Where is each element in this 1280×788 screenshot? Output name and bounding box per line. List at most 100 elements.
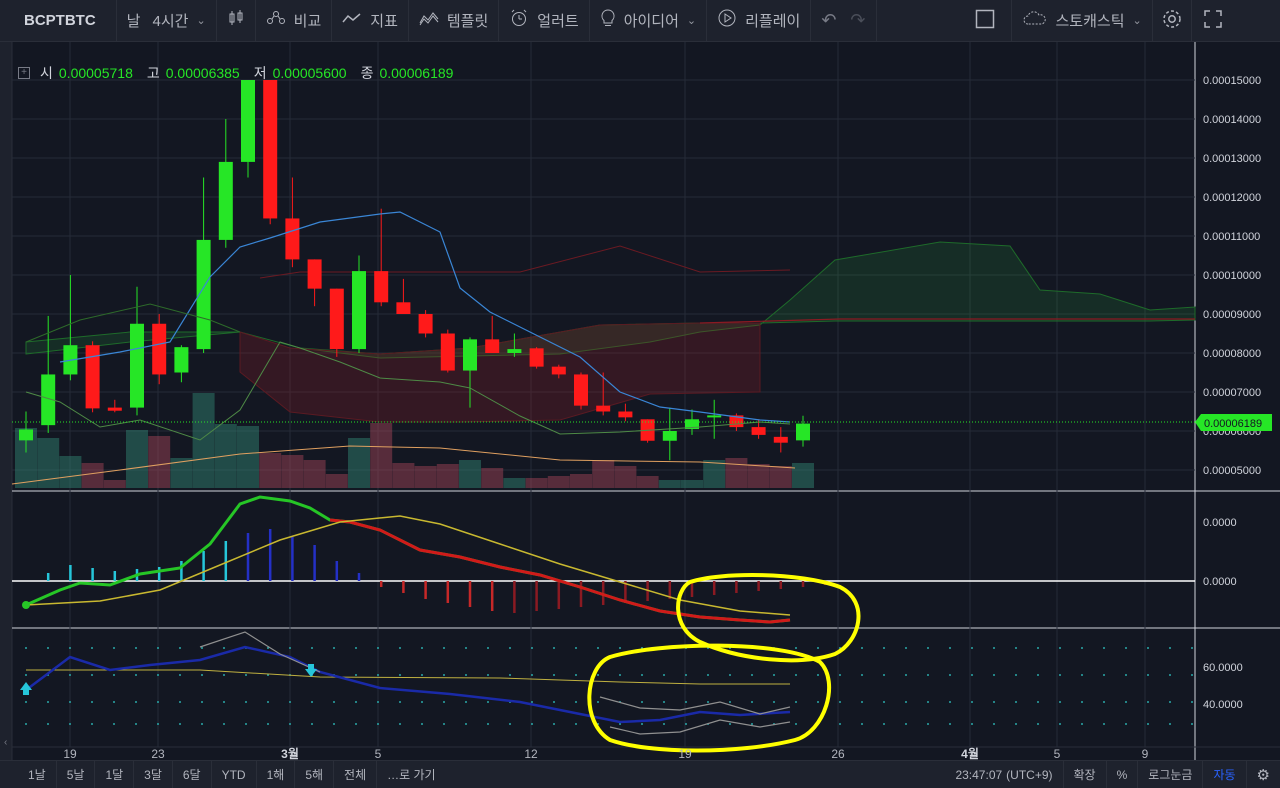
- volume-bar: [81, 463, 104, 488]
- volume-bar: [436, 464, 459, 488]
- collapse-arrow-icon[interactable]: ‹: [4, 737, 7, 748]
- stoch-dot: [355, 701, 357, 703]
- volume-bar: [459, 460, 481, 488]
- stoch-dot: [619, 674, 621, 676]
- stoch-dot: [1037, 674, 1039, 676]
- chart-style-button[interactable]: [217, 0, 256, 42]
- cloud-save-button[interactable]: 스토캐스틱 ⌄: [1012, 0, 1153, 42]
- stoch-dot: [443, 647, 445, 649]
- compare-button[interactable]: 비교: [256, 0, 333, 42]
- candle-body: [551, 366, 566, 375]
- stoch-dot: [355, 723, 357, 725]
- range-1d[interactable]: 1날: [0, 760, 57, 788]
- stoch-dot: [223, 674, 225, 676]
- price-axis-label: 0.00010000: [1203, 270, 1261, 282]
- stoch-dot: [1103, 674, 1105, 676]
- stoch-dot: [993, 701, 995, 703]
- stoch-dot: [223, 723, 225, 725]
- stoch-dot: [971, 723, 973, 725]
- stoch-dot: [971, 647, 973, 649]
- stoch-dot: [1125, 723, 1127, 725]
- indicators-button[interactable]: 지표: [332, 0, 409, 42]
- stoch-dot: [1191, 723, 1193, 725]
- interval-button[interactable]: 날 4시간 ⌄: [117, 0, 217, 42]
- open-value: 0.00005718: [58, 65, 133, 81]
- time-axis-label: 26: [831, 747, 845, 760]
- stoch-dot: [157, 647, 159, 649]
- settings-button[interactable]: [1153, 0, 1192, 42]
- range-5y[interactable]: 5해: [295, 760, 335, 788]
- undo-redo-group: ↶ ↷: [811, 0, 877, 42]
- stoch-dot: [47, 723, 49, 725]
- expand-button[interactable]: [1192, 0, 1234, 42]
- candle-body: [596, 405, 611, 412]
- range-6m[interactable]: 6달: [173, 760, 212, 788]
- bollinger-upper: [59, 211, 791, 423]
- plus-icon[interactable]: +: [18, 67, 30, 79]
- candle-body: [574, 374, 588, 406]
- stoch-dot: [113, 723, 115, 725]
- replay-label: 리플레이: [745, 13, 801, 30]
- stoch-dot: [91, 701, 93, 703]
- settings-button[interactable]: ⚙: [1247, 761, 1280, 788]
- range-5d[interactable]: 5날: [57, 760, 96, 788]
- volume-bar: [325, 474, 348, 488]
- stoch-dot: [245, 723, 247, 725]
- stoch-dot: [839, 674, 841, 676]
- stoch-dot: [25, 723, 27, 725]
- stoch-dot: [861, 723, 863, 725]
- chart-area[interactable]: 0.00015000 0.00014000 0.00013000 0.00012000…: [0, 42, 1280, 760]
- candle-body: [618, 411, 633, 418]
- stoch-dot: [1059, 723, 1061, 725]
- alerts-button[interactable]: 얼러트: [499, 0, 590, 42]
- undo-icon[interactable]: ↶: [821, 10, 837, 30]
- stoch-dot: [949, 647, 951, 649]
- goto-button[interactable]: …로 가기: [387, 768, 436, 782]
- candle-body: [152, 323, 167, 375]
- redo-icon[interactable]: ↷: [850, 10, 866, 30]
- stoch-dot: [487, 647, 489, 649]
- ideas-button[interactable]: 아이디어 ⌄: [590, 0, 708, 42]
- stoch-dot: [531, 723, 533, 725]
- volume-bar: [636, 476, 659, 488]
- time-axis[interactable]: 19 23 3월 5 12 19 26 4월 5 9: [63, 746, 1148, 760]
- stoch-dot: [751, 701, 753, 703]
- stoch-dot: [707, 674, 709, 676]
- stoch-dot: [861, 701, 863, 703]
- chart-svg[interactable]: 0.00015000 0.00014000 0.00013000 0.00012000…: [0, 42, 1280, 760]
- range-all[interactable]: 전체: [334, 760, 378, 788]
- stoch-dot: [333, 701, 335, 703]
- stoch-dot: [553, 674, 555, 676]
- grid-lines: [12, 42, 1195, 747]
- stoch-dot: [861, 674, 863, 676]
- chevron-down-icon: ⌄: [196, 15, 206, 27]
- templates-button[interactable]: 템플릿: [409, 0, 500, 42]
- macd-cross-dot: [22, 601, 30, 609]
- fullscreen-layout-button[interactable]: [877, 0, 1012, 42]
- replay-button[interactable]: 리플레이: [707, 0, 812, 42]
- stoch-dot: [773, 701, 775, 703]
- stoch-dot: [1015, 701, 1017, 703]
- time-axis-label: 19: [63, 747, 77, 760]
- symbol-button[interactable]: BCPTBTC: [0, 0, 117, 42]
- lightbulb-icon: [600, 8, 616, 33]
- candle-body: [418, 314, 433, 334]
- extend-button[interactable]: 확장: [1064, 760, 1107, 788]
- stoch-dot: [333, 723, 335, 725]
- ideas-label: 아이디어: [623, 13, 679, 30]
- price-axis[interactable]: 0.00015000 0.00014000 0.00013000 0.00012000…: [1203, 75, 1261, 477]
- range-3m[interactable]: 3달: [134, 760, 173, 788]
- price-axis-label: 0.00008000: [1203, 348, 1261, 360]
- stoch-dot: [289, 701, 291, 703]
- percent-button[interactable]: %: [1107, 760, 1139, 788]
- log-scale-button[interactable]: 로그눈금: [1138, 760, 1204, 788]
- price-axis-label: 0.00009000: [1203, 309, 1261, 321]
- stoch-dot: [795, 647, 797, 649]
- range-1m[interactable]: 1달: [95, 760, 135, 788]
- auto-scale-button[interactable]: 자동: [1203, 760, 1247, 788]
- stoch-axis-label-60: 60.0000: [1203, 662, 1243, 674]
- range-1y[interactable]: 1해: [257, 760, 296, 788]
- candle-body: [396, 302, 411, 314]
- range-ytd[interactable]: YTD: [212, 760, 257, 788]
- candle-body: [263, 80, 278, 219]
